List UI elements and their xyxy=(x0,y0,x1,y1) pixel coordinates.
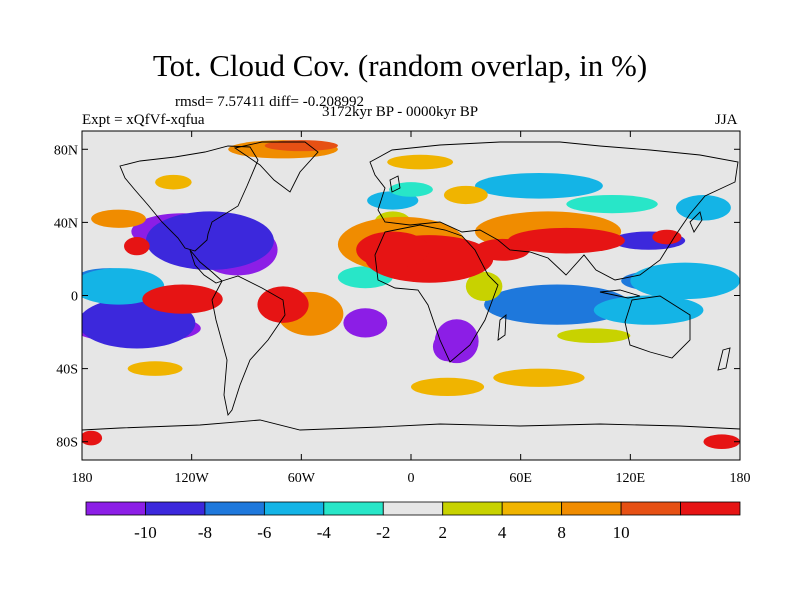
anomaly-region xyxy=(630,262,740,300)
anomaly-region xyxy=(389,182,433,197)
period-label: 3172kyr BP - 0000kyr BP xyxy=(322,104,479,120)
anomaly-region xyxy=(443,185,488,205)
anomaly-region xyxy=(593,295,704,325)
coastline-eurasia xyxy=(369,141,739,281)
colorbar-swatch xyxy=(501,501,563,516)
anomaly-region xyxy=(264,140,338,152)
anomaly-region xyxy=(652,229,682,245)
colorbar-swatch xyxy=(85,501,146,516)
plot-area xyxy=(82,131,740,460)
lat-tick-label: 40S xyxy=(56,363,78,378)
colorbar: -10 -8 -6 -4 -2 2 4 8 10 xyxy=(85,501,741,542)
lon-tick-label: 60E xyxy=(509,471,532,486)
colorbar-label: -4 xyxy=(317,523,332,542)
colorbar-label: -10 xyxy=(134,523,157,542)
coastline-indonesia xyxy=(599,289,641,299)
anomaly-region xyxy=(91,209,146,228)
anomaly-region xyxy=(507,227,625,254)
coastline-antarctica xyxy=(82,419,740,431)
colorbar-swatch xyxy=(145,501,206,516)
anomaly-region xyxy=(676,194,731,221)
lon-tick-label: 60W xyxy=(288,471,316,486)
coastline-madagascar xyxy=(497,313,507,341)
map-title: Tot. Cloud Cov. (random overlap, in %) xyxy=(152,48,648,83)
anomaly-region xyxy=(474,173,603,199)
anomaly-region xyxy=(82,430,103,446)
coastline-africa xyxy=(374,224,499,363)
stats-label: rmsd= 7.57411 diff= -0.208992 xyxy=(175,94,364,110)
coastline-central-america xyxy=(189,249,223,284)
coastline-uk xyxy=(389,175,401,193)
coastline-new-zealand xyxy=(717,347,731,371)
colorbar-label: -2 xyxy=(376,523,390,542)
coastline-north-america xyxy=(119,145,259,252)
colorbar-swatch xyxy=(620,501,681,516)
lat-tick-label: 80N xyxy=(54,143,78,158)
anomaly-region xyxy=(155,174,192,190)
colorbar-label: -6 xyxy=(257,523,271,542)
lat-tick-label: 40N xyxy=(54,216,78,231)
colorbar-label: 4 xyxy=(498,523,507,542)
anomaly-region xyxy=(127,361,183,376)
colorbar-swatch xyxy=(263,501,325,516)
lon-tick-label: 120W xyxy=(175,471,210,486)
colorbar-label: -8 xyxy=(198,523,212,542)
anomaly-region xyxy=(411,377,485,397)
lon-tick-label: 180 xyxy=(730,471,751,486)
anomaly-region xyxy=(343,308,388,338)
experiment-label: Expt = xQfVf-xqfua xyxy=(82,112,205,128)
coastlines xyxy=(82,141,740,431)
anomaly-region xyxy=(474,238,530,261)
lat-tick-label: 0 xyxy=(71,290,78,305)
latitude-ticks: 80N 40N 0 40S 80S xyxy=(54,143,740,451)
longitude-ticks: 180 120W 60W 0 60E 120E 180 xyxy=(72,131,751,486)
colorbar-swatch xyxy=(204,501,265,516)
colorbar-label: 10 xyxy=(613,523,630,542)
colorbar-swatch xyxy=(680,501,741,516)
lon-tick-label: 180 xyxy=(72,471,93,486)
anomaly-field xyxy=(82,140,740,450)
colorbar-label: 8 xyxy=(557,523,566,542)
anomaly-region xyxy=(356,231,430,269)
colorbar-swatch xyxy=(382,501,444,516)
lon-tick-label: 0 xyxy=(408,471,415,486)
colorbar-swatch xyxy=(323,501,384,516)
anomaly-region xyxy=(257,286,309,323)
lat-tick-label: 80S xyxy=(56,436,78,451)
colorbar-swatch xyxy=(442,501,503,516)
season-label: JJA xyxy=(715,112,738,128)
anomaly-region xyxy=(566,194,658,214)
coastline-australia xyxy=(624,295,691,359)
anomaly-region xyxy=(142,284,223,314)
colorbar-label: 2 xyxy=(438,523,447,542)
anomaly-region xyxy=(145,211,274,270)
anomaly-region xyxy=(493,368,585,387)
anomaly-region xyxy=(703,434,740,450)
colorbar-swatch xyxy=(561,501,622,516)
anomaly-region xyxy=(557,328,631,344)
coastline-south-america xyxy=(211,275,286,417)
coastline-greenland xyxy=(233,141,319,193)
anomaly-region xyxy=(484,284,631,325)
anomaly-region xyxy=(387,154,454,170)
coastline-japan xyxy=(689,211,703,233)
anomaly-region xyxy=(465,271,503,301)
lon-tick-label: 120E xyxy=(616,471,646,486)
anomaly-region xyxy=(124,237,150,256)
